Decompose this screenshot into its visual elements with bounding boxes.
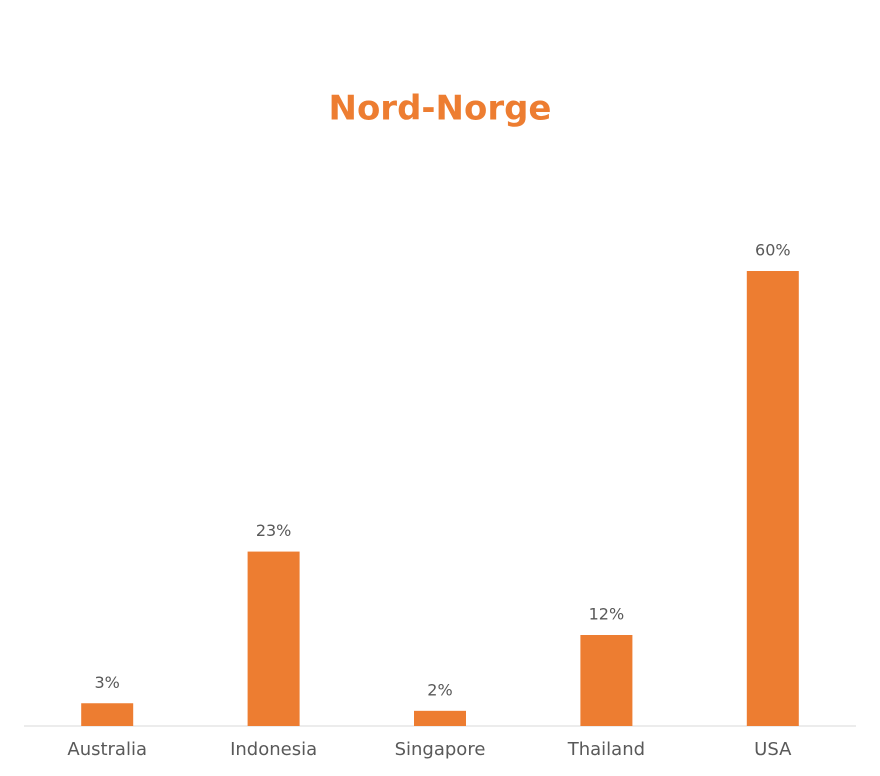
x-tick-label: Thailand [567, 739, 645, 760]
x-tick-label: USA [754, 739, 792, 760]
value-label: 3% [95, 673, 120, 692]
x-tick-label: Singapore [395, 739, 486, 760]
x-tick-label: Indonesia [230, 739, 317, 760]
bar [414, 710, 466, 726]
value-label: 60% [755, 241, 791, 260]
value-label: 23% [256, 521, 292, 540]
bar [81, 703, 134, 726]
value-label: 2% [427, 680, 452, 699]
chart-title: Nord-Norge [328, 89, 551, 129]
bar [580, 635, 633, 726]
bar [746, 271, 799, 726]
x-tick-label: Australia [67, 739, 147, 760]
value-label: 12% [589, 605, 625, 624]
bar [247, 551, 300, 726]
